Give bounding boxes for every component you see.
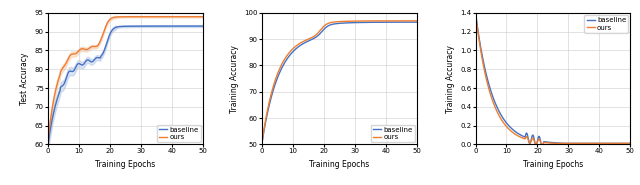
Y-axis label: Training Accuracy: Training Accuracy	[445, 45, 454, 112]
X-axis label: Training Epochs: Training Epochs	[95, 160, 156, 169]
Line: ours: ours	[476, 13, 630, 145]
ours	[118, 16, 126, 18]
baseline	[547, 141, 554, 144]
ours	[385, 20, 392, 22]
baseline	[332, 23, 339, 25]
baseline	[136, 25, 144, 27]
ours	[409, 20, 417, 22]
baseline	[409, 21, 417, 23]
Y-axis label: Test Accuracy: Test Accuracy	[20, 52, 29, 105]
ours	[547, 142, 554, 144]
ours	[128, 16, 136, 18]
Legend: baseline, ours: baseline, ours	[371, 125, 415, 142]
Line: ours: ours	[262, 21, 417, 144]
baseline	[538, 145, 546, 147]
X-axis label: Training Epochs: Training Epochs	[523, 160, 583, 169]
baseline	[627, 142, 634, 144]
baseline	[171, 25, 179, 27]
baseline	[413, 21, 420, 23]
baseline	[118, 25, 126, 28]
ours	[413, 20, 420, 22]
Line: baseline: baseline	[262, 22, 417, 144]
baseline	[199, 25, 207, 27]
ours	[623, 142, 631, 144]
baseline	[599, 142, 607, 144]
baseline	[385, 21, 392, 23]
ours	[342, 20, 349, 22]
ours	[472, 12, 479, 14]
Y-axis label: Training Accuracy: Training Accuracy	[230, 45, 239, 112]
ours	[136, 16, 144, 18]
ours	[545, 142, 553, 144]
ours	[599, 142, 607, 144]
ours	[171, 16, 179, 18]
ours	[258, 143, 266, 145]
baseline	[118, 25, 125, 28]
ours	[564, 142, 572, 144]
ours	[332, 21, 339, 23]
Line: baseline: baseline	[476, 13, 630, 146]
baseline	[332, 23, 340, 25]
baseline	[545, 141, 553, 143]
ours	[538, 144, 546, 146]
ours	[332, 21, 340, 23]
ours	[118, 16, 125, 18]
baseline	[128, 25, 136, 27]
X-axis label: Training Epochs: Training Epochs	[309, 160, 369, 169]
baseline	[564, 142, 572, 144]
baseline	[350, 21, 358, 24]
ours	[195, 16, 203, 18]
baseline	[472, 12, 479, 14]
Line: ours: ours	[48, 17, 203, 141]
baseline	[556, 142, 563, 144]
baseline	[342, 22, 349, 24]
Legend: baseline, ours: baseline, ours	[584, 15, 628, 33]
Line: baseline: baseline	[48, 26, 203, 144]
baseline	[623, 142, 631, 144]
baseline	[195, 25, 203, 27]
ours	[350, 20, 358, 22]
baseline	[44, 143, 52, 145]
baseline	[258, 143, 266, 145]
ours	[199, 16, 207, 18]
ours	[627, 142, 634, 144]
Legend: baseline, ours: baseline, ours	[157, 125, 201, 142]
ours	[44, 139, 52, 142]
ours	[556, 142, 563, 144]
